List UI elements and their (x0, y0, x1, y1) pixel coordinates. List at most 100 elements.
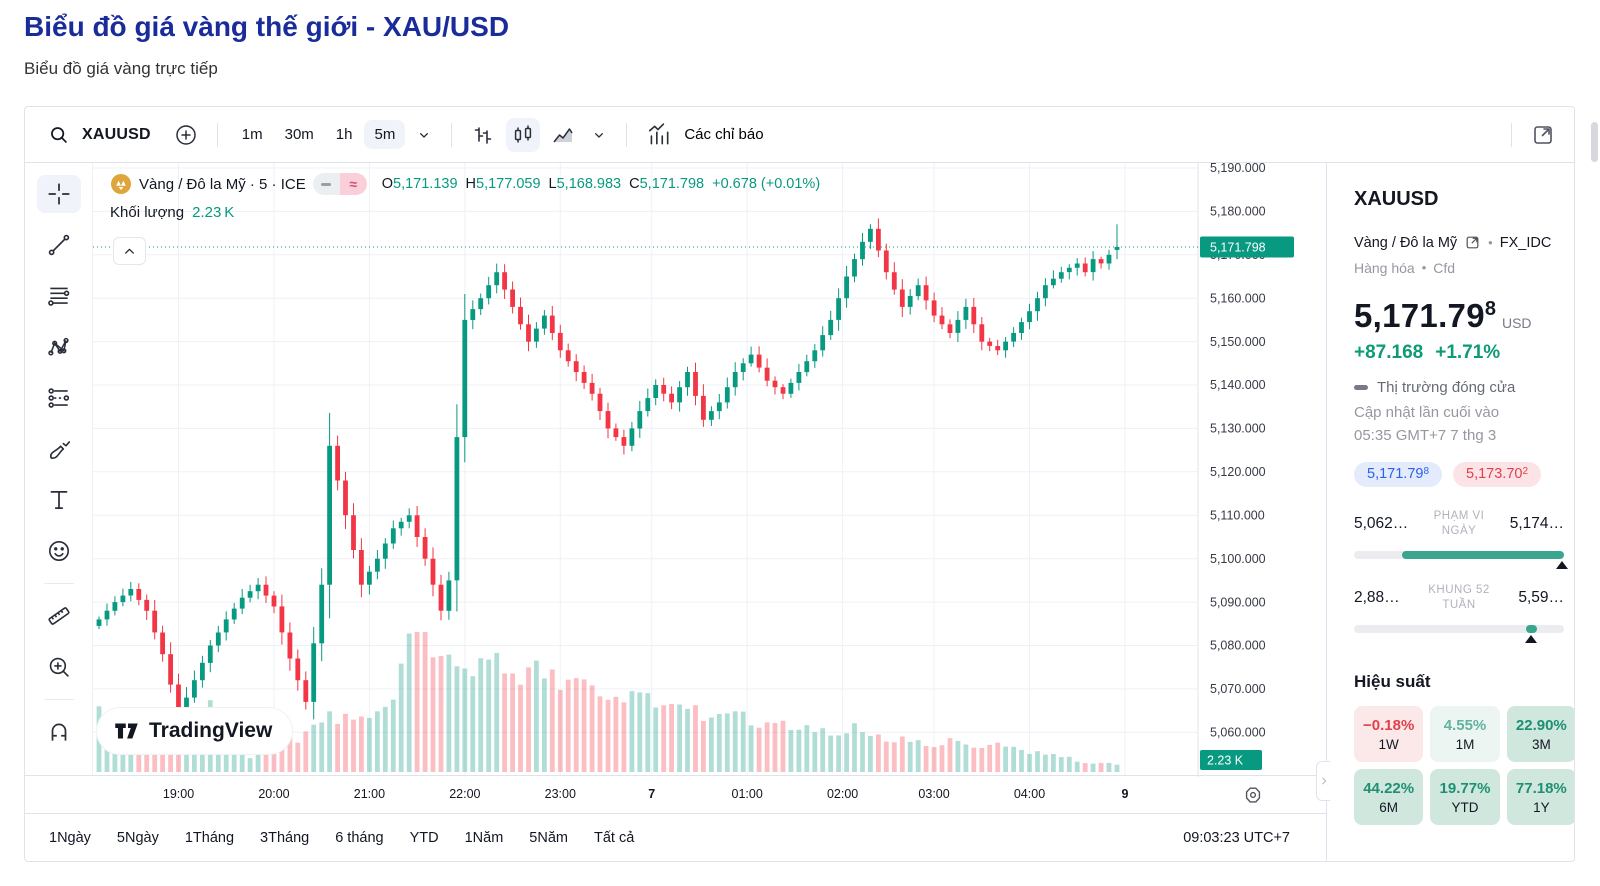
last-update-line1: Cập nhật lần cuối vào (1354, 404, 1500, 421)
approx-icon: ≈ (339, 173, 367, 195)
range-6-tháng[interactable]: 6 tháng (323, 824, 395, 852)
symbol-name[interactable]: XAUUSD (82, 125, 151, 143)
day-range-bar (1354, 551, 1564, 559)
xabcd-pattern-icon (47, 337, 69, 356)
time-tick-20:00: 20:00 (258, 787, 290, 801)
candlestick-chart[interactable]: 5,190.0005,180.0005,170.0005,160.0005,15… (93, 163, 1326, 777)
fib-retracement-icon (47, 287, 69, 306)
range-toolbar: 1Ngày 5Ngày 1Tháng 3Tháng 6 tháng YTD 1Năm 5Năm… (25, 813, 1326, 861)
svg-text:5,070.000: 5,070.000 (1210, 682, 1266, 696)
text-tool-icon (50, 491, 67, 509)
chevron-down-icon (420, 132, 429, 138)
range-3Tháng[interactable]: 3Tháng (248, 824, 321, 852)
time-tick-9: 9 (1121, 787, 1129, 801)
tool-zoom-in[interactable] (37, 648, 81, 686)
market-closed-pill[interactable]: ≈ (312, 173, 367, 195)
interval-1h[interactable]: 1h (326, 120, 363, 149)
week52-range-marker (1525, 635, 1538, 643)
chart-style-bars-button[interactable] (466, 118, 500, 152)
panel-name-row: Vàng / Đô la Mỹ • FX_IDC (1354, 234, 1564, 251)
market-closed-icon (1354, 385, 1368, 390)
time-tick-21:00: 21:00 (353, 787, 386, 801)
symbol-search-button[interactable] (43, 119, 74, 150)
chart-style-area-button[interactable] (546, 118, 580, 152)
time-tick-03:00: 03:00 (918, 787, 950, 801)
panel-symbol: XAUUSD (1354, 188, 1439, 210)
svg-text:5,160.000: 5,160.000 (1210, 291, 1266, 305)
range-YTD[interactable]: YTD (398, 824, 451, 852)
time-tick-7: 7 (648, 787, 656, 801)
bid-ask-row: 5,171.79 8 5,173.70 2 (1354, 462, 1564, 487)
interval-1m[interactable]: 1m (232, 120, 273, 149)
svg-text:5,130.000: 5,130.000 (1210, 422, 1266, 436)
chart-style-menu-button[interactable] (586, 122, 612, 148)
clock[interactable]: 09:03:23 UTC+7 (1183, 829, 1290, 846)
price-change: +87.168 +1.71% (1354, 342, 1564, 364)
tool-fib-retracement[interactable] (37, 277, 81, 315)
day-range-marker (1555, 561, 1568, 569)
emoji-icon (48, 540, 69, 562)
range-1Ngày[interactable]: 1Ngày (37, 824, 103, 852)
chart-column: 5,190.0005,180.0005,170.0005,160.0005,15… (25, 163, 1326, 861)
top-toolbar: XAUUSD 1m 30m 1h 5m (25, 107, 1574, 163)
week52-low: 2,88… (1354, 589, 1400, 606)
svg-text:5,080.000: 5,080.000 (1210, 639, 1266, 653)
range-1Năm[interactable]: 1Năm (453, 824, 516, 852)
range-Tất-cả[interactable]: Tất cả (582, 824, 646, 852)
browser-scrollbar-thumb[interactable] (1591, 122, 1598, 162)
time-tick-23:00: 23:00 (544, 787, 576, 801)
range-5Năm[interactable]: 5Năm (517, 824, 580, 852)
time-axis[interactable]: 19:00 20:00 21:00 22:00 23:00 7 01:00 02:00 03:0… (25, 775, 1326, 813)
price-currency: USD (1501, 315, 1532, 331)
market-status-text: Thị trường đóng cửa (1377, 379, 1516, 396)
chart-area[interactable]: 5,190.0005,180.0005,170.0005,160.0005,15… (93, 163, 1326, 777)
trend-line-icon (48, 234, 69, 256)
chevron-down-icon (595, 132, 604, 138)
axis-settings-button[interactable] (1242, 784, 1264, 806)
bid-pill[interactable]: 5,171.79 8 (1354, 462, 1443, 487)
svg-text:5,060.000: 5,060.000 (1210, 726, 1266, 740)
gear-icon (1245, 787, 1261, 803)
legend-collapse-button[interactable] (113, 237, 146, 265)
page-title: Biểu đồ giá vàng thế giới - XAU/USD (24, 11, 510, 42)
week52-range-bar (1354, 625, 1564, 633)
volume-label: Khối lượng (110, 204, 185, 221)
ask-pill[interactable]: 5,173.70 2 (1453, 462, 1542, 487)
legend-symbol[interactable]: Vàng / Đô la Mỹ · 5 · ICE (139, 175, 306, 193)
tool-forecast[interactable] (37, 379, 81, 417)
toolbar-divider (626, 122, 628, 147)
tool-trend-line[interactable] (37, 226, 81, 264)
change-percent: +1.71% (1435, 342, 1501, 363)
watermark-brand: TradingView (149, 719, 273, 742)
page-subtitle: Biểu đồ giá vàng trực tiếp (24, 59, 218, 78)
panel-symbol-name[interactable]: Vàng / Đô la Mỹ (1354, 234, 1458, 251)
tool-text[interactable] (37, 481, 81, 519)
tool-crosshair[interactable] (36, 175, 81, 213)
time-tick-19:00: 19:00 (162, 787, 195, 801)
tools-divider (43, 583, 74, 584)
tool-magnet[interactable] (37, 713, 81, 751)
market-status: Thị trường đóng cửa (1354, 379, 1564, 396)
open-in-new-window-button[interactable] (1526, 118, 1560, 152)
chart-style-candles-button[interactable] (506, 117, 541, 152)
tool-measure[interactable] (37, 597, 81, 635)
range-1Tháng[interactable]: 1Tháng (173, 824, 246, 852)
forecast-icon (47, 388, 69, 408)
widget-body: 5,190.0005,180.0005,170.0005,160.0005,15… (25, 163, 1574, 861)
tool-emoji[interactable] (37, 532, 81, 570)
interval-5m[interactable]: 5m (364, 120, 406, 149)
tool-pattern[interactable] (37, 328, 81, 366)
external-link-icon[interactable] (1464, 234, 1481, 251)
interval-30m[interactable]: 30m (275, 120, 324, 149)
tradingview-watermark[interactable]: TradingView (97, 708, 293, 754)
perf-tile-1M: 4.55% 1M (1430, 706, 1500, 762)
panel-category: Hàng hóa (1354, 260, 1415, 276)
range-5Ngày[interactable]: 5Ngày (105, 824, 171, 852)
panel-exchange: FX_IDC (1499, 234, 1552, 251)
compare-add-button[interactable] (169, 118, 203, 152)
panel-collapse-tab[interactable] (1316, 761, 1330, 801)
indicators-button[interactable]: Các chỉ báo (641, 117, 768, 153)
time-tick-04:00: 04:00 (1013, 787, 1046, 801)
interval-menu-button[interactable] (411, 122, 437, 148)
tool-brush[interactable] (37, 430, 81, 468)
